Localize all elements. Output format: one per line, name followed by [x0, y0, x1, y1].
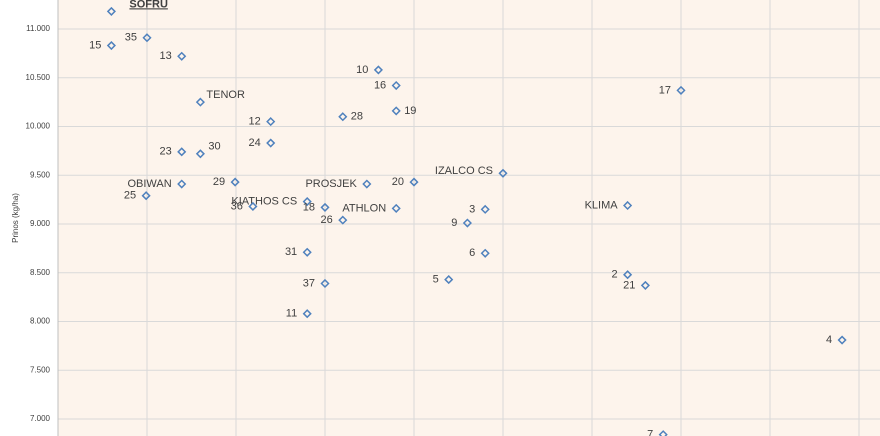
point-label: 7: [647, 429, 653, 436]
y-tick-label: 9.000: [30, 219, 51, 228]
marker: [338, 112, 348, 122]
point-label: 36: [231, 200, 243, 212]
y-tick-label: 8.000: [30, 317, 51, 326]
y-tick-label: 10.500: [26, 73, 51, 82]
y-tick-label: 8.500: [30, 268, 51, 277]
point-label: 18: [303, 201, 315, 213]
marker: [462, 218, 472, 228]
marker: [623, 200, 633, 211]
point-label: SOFRU: [129, 0, 168, 10]
point-label: 13: [159, 50, 171, 62]
marker: [623, 270, 633, 280]
point-label: 19: [404, 105, 416, 117]
marker: [391, 203, 401, 213]
point-label: 4: [826, 334, 832, 346]
y-tick-label: 7.500: [30, 365, 51, 374]
point-label: 26: [321, 214, 333, 226]
point-label: 31: [285, 246, 297, 258]
plot-area: [58, 0, 880, 436]
marker: [248, 201, 258, 212]
point-label: 12: [248, 116, 260, 128]
point-label: 23: [159, 146, 171, 158]
marker: [266, 138, 276, 148]
point-label: 20: [392, 176, 404, 188]
marker: [195, 149, 205, 159]
point-label: KIATHOS CS: [231, 195, 297, 207]
point-label: 5: [433, 273, 439, 285]
marker: [391, 106, 401, 116]
point-label: 21: [623, 279, 635, 291]
marker: [302, 197, 312, 207]
point-label: 10: [356, 64, 368, 76]
marker: [177, 147, 187, 157]
marker: [177, 51, 187, 61]
marker: [320, 202, 330, 212]
point-label: 6: [469, 247, 475, 259]
marker: [409, 177, 419, 187]
y-tick-label: 11.000: [26, 24, 50, 33]
point-label: IZALCO CS: [435, 165, 493, 177]
point-label: PROSJEK: [305, 178, 357, 190]
marker: [391, 80, 401, 91]
marker: [320, 278, 330, 289]
marker: [837, 335, 847, 345]
marker: [195, 97, 205, 107]
marker: [230, 177, 240, 187]
marker: [177, 179, 187, 189]
marker: [480, 204, 490, 214]
point-label: 29: [213, 176, 225, 188]
marker: [498, 168, 508, 178]
marker: [106, 40, 116, 51]
marker: [142, 33, 152, 43]
point-label: 15: [89, 39, 101, 51]
point-label: 35: [125, 32, 137, 44]
marker: [338, 215, 348, 225]
marker: [640, 280, 650, 290]
point-label: OBIWAN: [127, 178, 171, 190]
point-label: 37: [303, 277, 315, 289]
point-label: 2: [611, 269, 617, 281]
point-label: 17: [659, 84, 671, 96]
marker: [658, 430, 668, 436]
marker: [373, 65, 383, 75]
point-label: 30: [208, 141, 220, 153]
point-label: 16: [374, 79, 386, 91]
marker: [444, 275, 454, 285]
y-tick-label: 10.000: [26, 122, 51, 131]
marker: [302, 247, 312, 257]
y-axis-title: Prinos (kg/ha): [11, 193, 20, 243]
marker: [266, 117, 276, 127]
point-label: 25: [124, 190, 136, 202]
point-label: 24: [248, 137, 260, 149]
point-label: KLIMA: [585, 199, 619, 211]
y-tick-label: 7.000: [30, 414, 51, 423]
point-label: 28: [351, 111, 363, 123]
point-label: 11: [286, 308, 297, 320]
marker: [141, 191, 151, 201]
marker: [480, 248, 490, 258]
y-tick-label: 9.500: [30, 170, 51, 179]
point-label: ATHLON: [342, 202, 386, 214]
marker: [676, 85, 686, 95]
marker: [302, 309, 312, 319]
marker: [106, 6, 116, 16]
point-label: 9: [451, 217, 457, 229]
marker: [362, 179, 372, 189]
point-label: TENOR: [206, 89, 245, 101]
point-label: 3: [469, 203, 475, 215]
